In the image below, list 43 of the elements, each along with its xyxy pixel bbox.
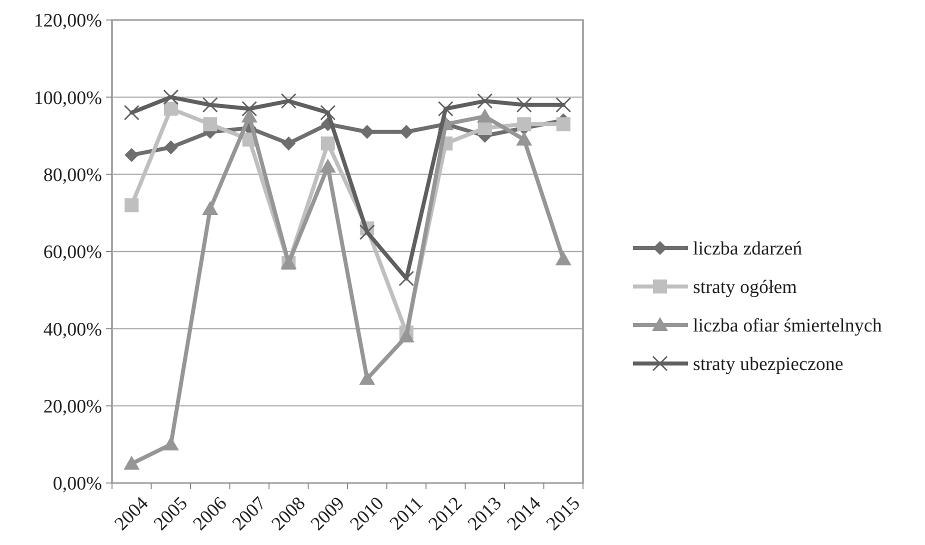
point [555,251,572,266]
y-tick-label: 0,00% [52,474,102,495]
point [320,104,336,120]
point [516,97,532,113]
point [124,198,139,212]
y-tick-label: 40,00% [43,319,102,340]
point [398,270,414,286]
point [320,136,335,150]
point [124,456,140,470]
point [203,117,218,132]
point [164,140,178,154]
legend-label: straty ubezpieczone [693,354,844,376]
point [556,97,572,113]
point [516,132,532,146]
y-tick-label: 20,00% [43,396,102,418]
point [438,100,454,116]
point [398,328,414,342]
point [164,102,178,116]
point [242,100,258,116]
point [359,224,375,240]
point [162,436,179,450]
point [124,104,140,120]
point [359,370,376,385]
y-tick-label: 80,00% [43,164,102,186]
x-tick-label: 2011 [386,493,428,534]
point [124,148,139,162]
point [476,108,493,122]
point [282,136,296,150]
point [360,124,374,139]
point [477,93,493,109]
point [556,117,570,132]
y-tick-label: 60,00% [43,242,102,264]
legend-label: straty ogółem [693,277,798,298]
point [320,158,336,173]
legend-label: liczba zdarzeń [693,238,803,260]
point [280,93,296,109]
point [202,201,218,216]
point [202,97,218,113]
legend-label: liczba ofiar śmiertelnych [693,316,882,337]
point [399,124,414,139]
point [163,89,179,105]
y-tick-label: 100,00% [34,88,102,109]
y-tick-label: 120,00% [34,10,102,32]
